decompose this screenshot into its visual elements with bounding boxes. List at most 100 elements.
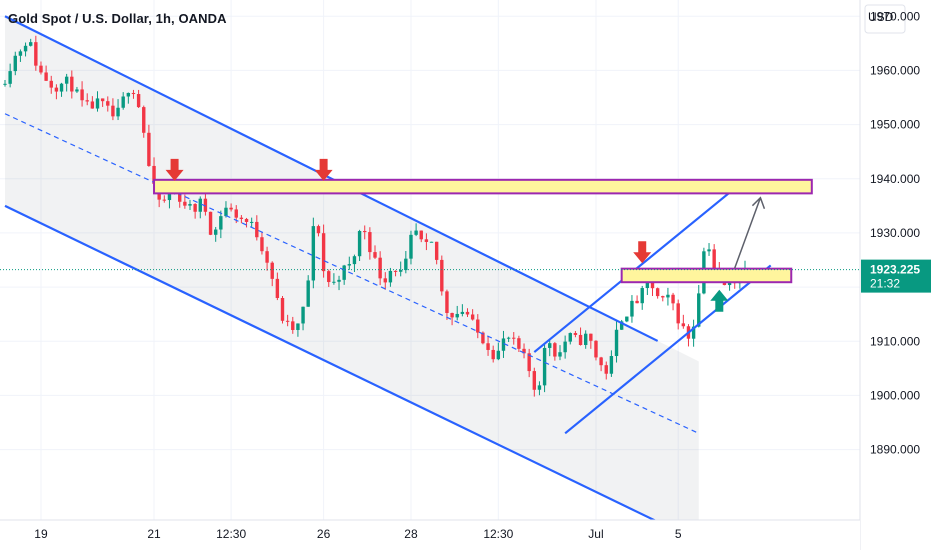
candle-body — [357, 231, 362, 257]
currency-button — [864, 4, 906, 34]
drawings[interactable] — [0, 15, 860, 543]
price-axis[interactable]: 1890.0001900.0001910.0001920.0001930.000… — [859, 0, 932, 550]
rising-channel-lower — [564, 264, 772, 435]
candle-body — [666, 294, 670, 298]
candle-body — [553, 343, 557, 357]
currency-label[interactable]: USD — [868, 10, 894, 24]
candle-body — [275, 278, 280, 299]
time-tick-label: 12:30 — [483, 527, 513, 541]
candle-body — [193, 204, 197, 212]
candle-body — [440, 259, 444, 292]
current-price-label: 1923.225 — [870, 263, 920, 277]
candle-body — [429, 241, 434, 243]
candle-body — [563, 341, 567, 353]
candle-body — [506, 337, 511, 339]
candle-body — [486, 343, 490, 350]
candle-body — [630, 300, 634, 317]
candle-body — [183, 201, 187, 206]
candle-body — [424, 239, 429, 242]
candle-body — [178, 191, 182, 202]
candle-body — [90, 101, 95, 109]
support-zone — [620, 267, 793, 284]
candle-body — [54, 87, 59, 92]
candle-body — [224, 207, 228, 217]
price-tick-label: 1930.000 — [870, 226, 920, 240]
candle-body — [337, 279, 341, 282]
candle-body — [121, 96, 125, 108]
candle-body — [208, 211, 213, 235]
candle-body — [265, 251, 269, 263]
time-tick-label: 12:30 — [216, 527, 246, 541]
candle-body — [85, 100, 89, 102]
candle-body — [167, 193, 172, 201]
candle-body — [604, 365, 608, 374]
candle-body — [131, 92, 136, 95]
candle-body — [589, 333, 593, 341]
time-tick-label: 26 — [317, 527, 331, 541]
candle-body — [147, 132, 151, 166]
candle-body — [95, 98, 100, 109]
candle-body — [327, 271, 331, 283]
candle-body — [291, 321, 295, 330]
chart-title: Gold Spot / U.S. Dollar, 1h, OANDA — [8, 11, 227, 26]
candle-body — [70, 76, 74, 92]
down-arrow-icon — [314, 158, 333, 181]
candle-body — [352, 256, 357, 265]
candle-body — [368, 232, 372, 253]
candle-body — [44, 72, 48, 81]
candle-body — [64, 76, 69, 84]
candle-body — [388, 270, 393, 283]
candle-body — [280, 298, 285, 321]
time-axis-bg — [0, 520, 860, 550]
candle-body — [496, 350, 501, 360]
candle-body — [619, 321, 624, 330]
candle-body — [460, 311, 465, 314]
candles — [3, 35, 747, 397]
candle-body — [640, 288, 644, 304]
projection-arrow-head — [751, 196, 766, 209]
time-tick-label: 5 — [675, 527, 682, 541]
candle-body — [75, 89, 79, 92]
price-tick-label: 1960.000 — [870, 63, 920, 77]
candle-body — [332, 281, 336, 283]
candle-body — [142, 107, 146, 133]
candle-body — [203, 198, 208, 212]
candle-body — [548, 343, 552, 348]
candle-body — [152, 165, 156, 184]
candle-body — [517, 338, 521, 349]
candle-body — [527, 353, 531, 372]
candle-body — [650, 282, 655, 289]
candle-body — [450, 312, 454, 318]
candle-body — [558, 352, 562, 357]
candle-body — [260, 237, 264, 252]
falling-channel-lower — [4, 204, 700, 543]
candle-body — [363, 231, 367, 233]
candle-body — [594, 340, 598, 358]
countdown-label: 21:32 — [870, 277, 900, 291]
candle-body — [34, 42, 38, 66]
candle-body — [727, 281, 732, 286]
candle-body — [491, 349, 495, 360]
channel-shading-area — [5, 16, 699, 542]
time-axis[interactable]: 19 21 12:30 26 28 12:30 Jul 5 — [0, 519, 860, 550]
candle-body — [445, 291, 449, 313]
candle-body — [614, 329, 619, 357]
candle-body — [568, 333, 572, 342]
channel-shading — [5, 16, 699, 542]
candle-body — [599, 357, 603, 366]
down-arrow-icon — [633, 241, 652, 264]
time-tick-label: 21 — [147, 527, 161, 541]
candle-body — [635, 300, 639, 304]
candle-body — [100, 98, 105, 102]
candle-body — [244, 218, 249, 222]
candle-body — [23, 45, 28, 52]
candle-body — [378, 257, 382, 279]
candle-body — [573, 333, 578, 335]
candle-body — [373, 252, 377, 258]
candle-body — [409, 234, 413, 259]
candle-body — [625, 316, 629, 322]
candle-body — [188, 204, 192, 206]
candle-body — [342, 265, 346, 280]
time-tick-label: Jul — [588, 527, 603, 541]
